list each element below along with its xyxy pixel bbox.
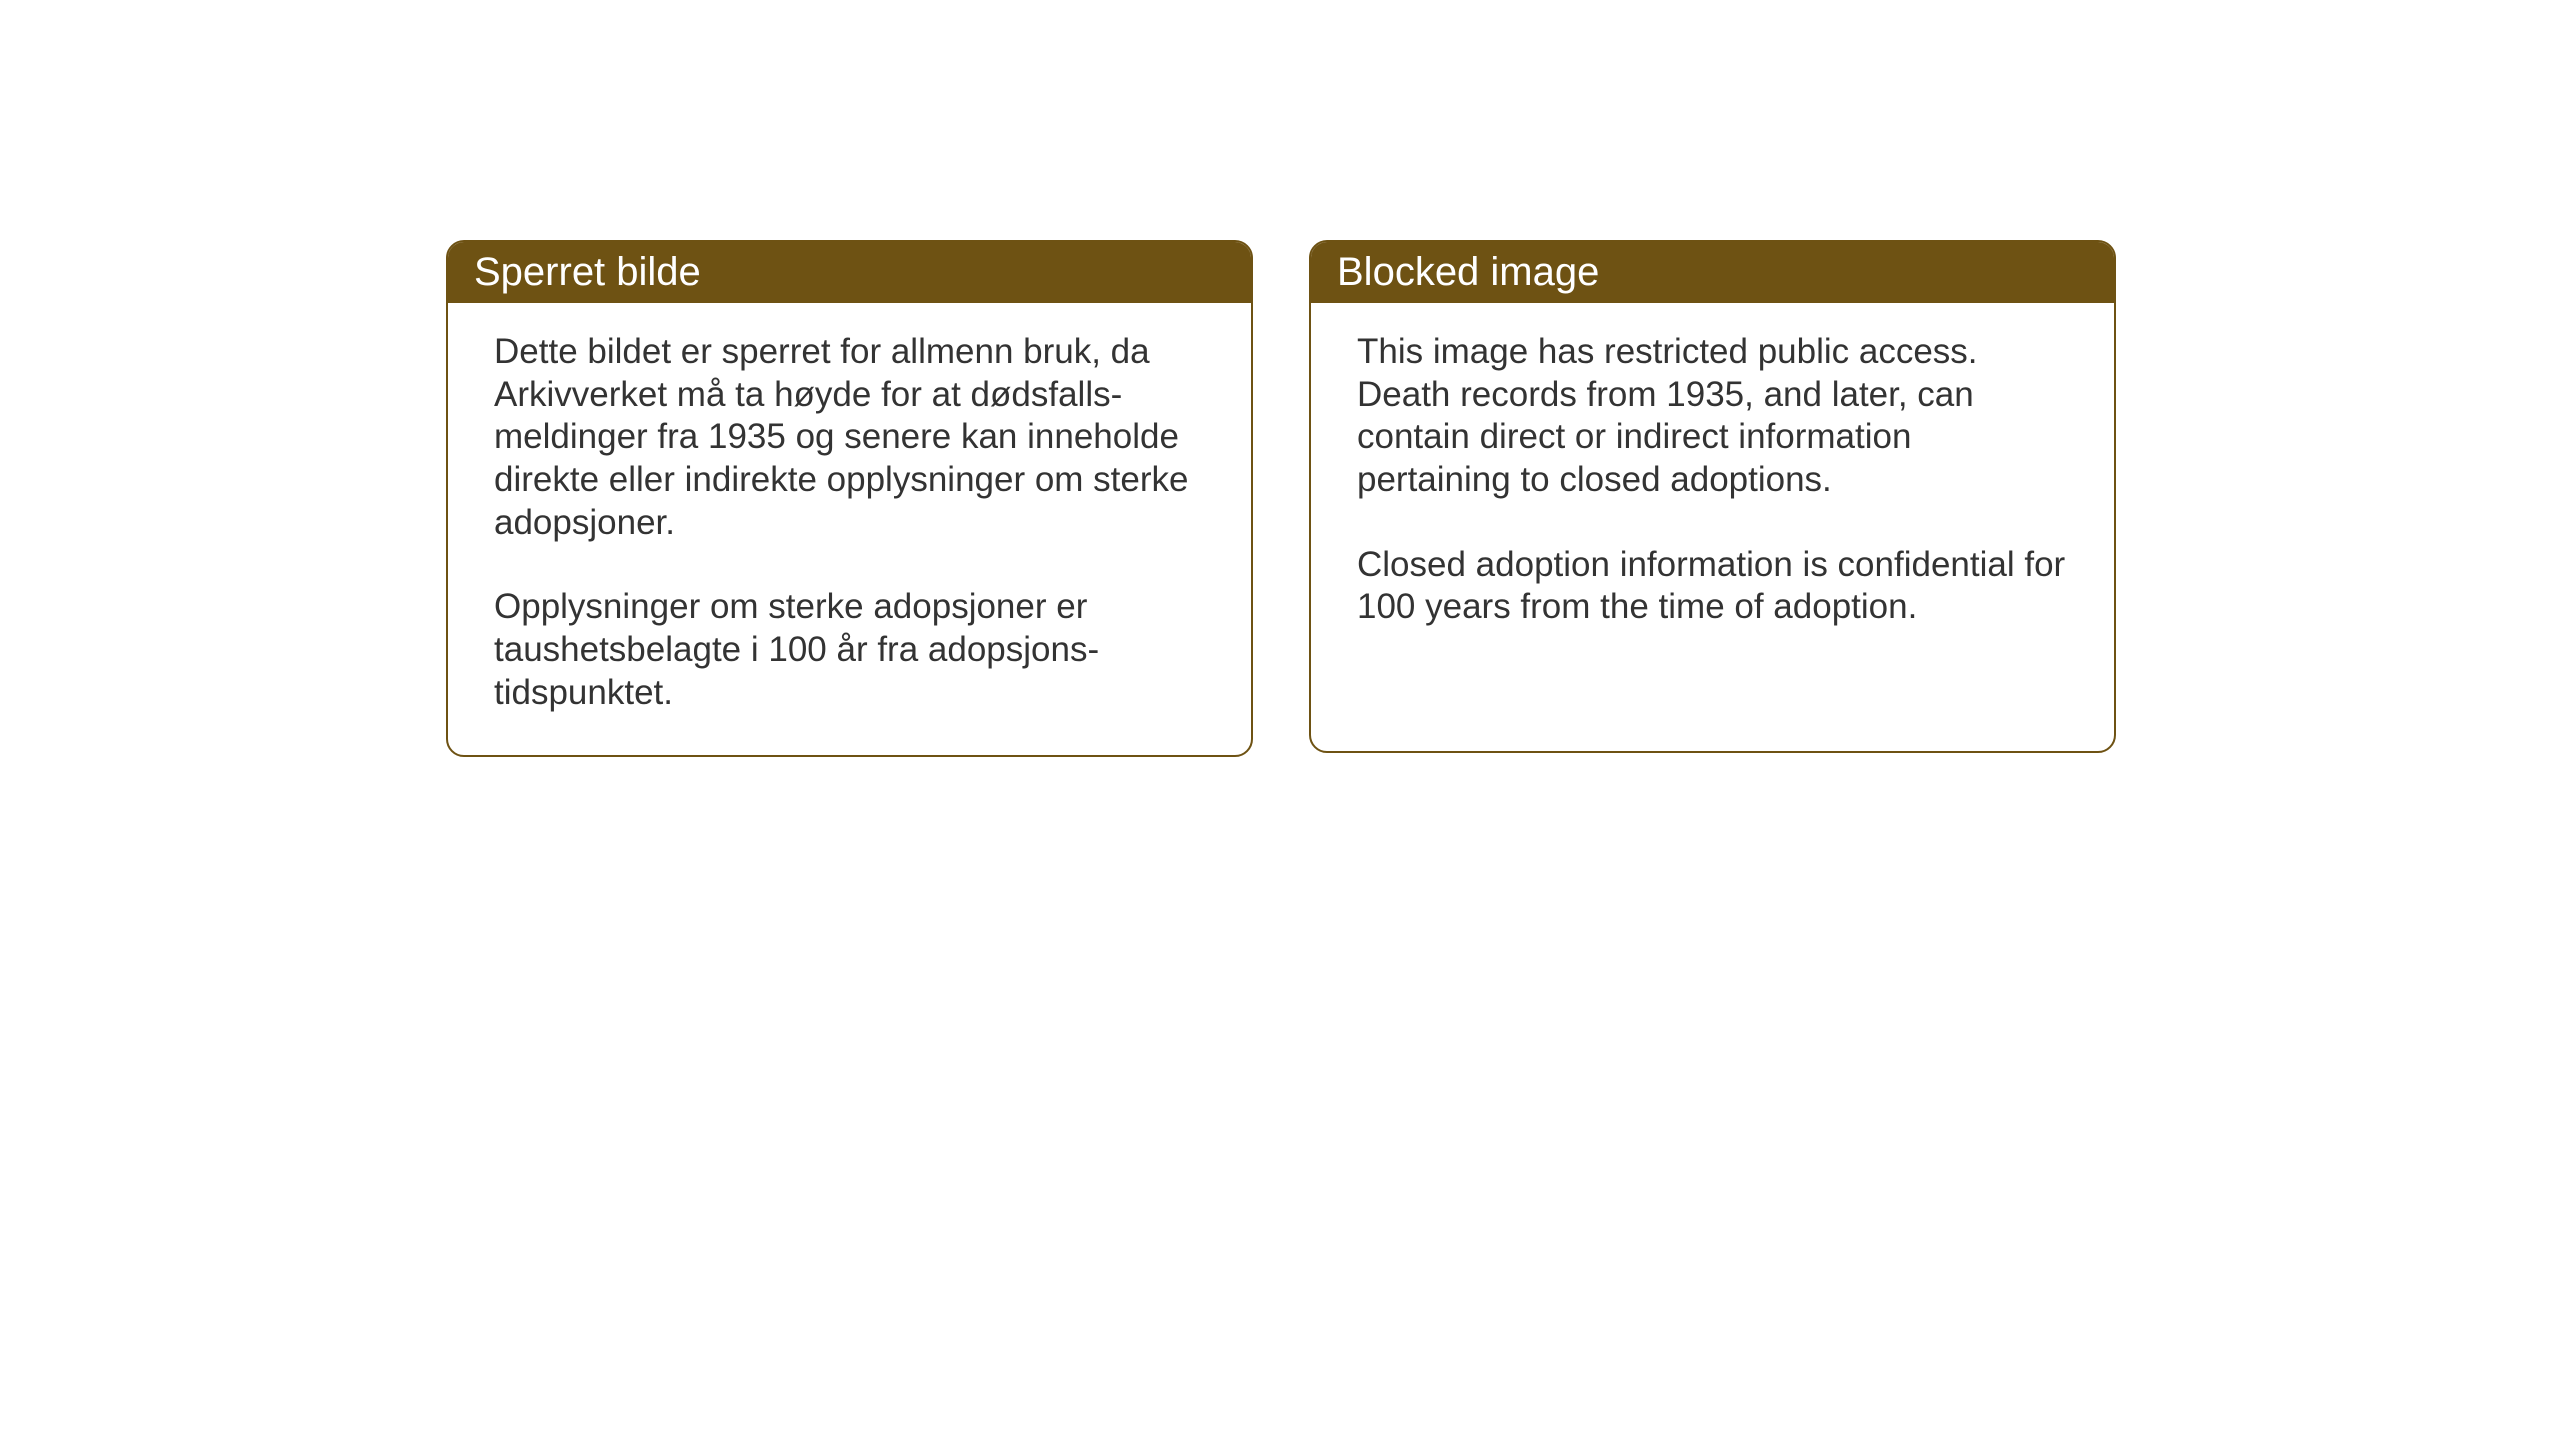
card-paragraph-2-english: Closed adoption information is confident…	[1357, 544, 2068, 629]
card-paragraph-2-norwegian: Opplysninger om sterke adopsjoner er tau…	[494, 586, 1205, 714]
notice-card-english: Blocked image This image has restricted …	[1309, 240, 2116, 753]
card-header-norwegian: Sperret bilde	[448, 242, 1251, 303]
card-title-english: Blocked image	[1337, 250, 1599, 294]
notice-card-norwegian: Sperret bilde Dette bildet er sperret fo…	[446, 240, 1253, 757]
card-paragraph-1-norwegian: Dette bildet er sperret for allmenn bruk…	[494, 331, 1205, 544]
card-body-english: This image has restricted public access.…	[1311, 303, 2114, 669]
card-title-norwegian: Sperret bilde	[474, 250, 701, 294]
card-header-english: Blocked image	[1311, 242, 2114, 303]
notice-container: Sperret bilde Dette bildet er sperret fo…	[446, 240, 2116, 757]
card-paragraph-1-english: This image has restricted public access.…	[1357, 331, 2068, 502]
card-body-norwegian: Dette bildet er sperret for allmenn bruk…	[448, 303, 1251, 755]
